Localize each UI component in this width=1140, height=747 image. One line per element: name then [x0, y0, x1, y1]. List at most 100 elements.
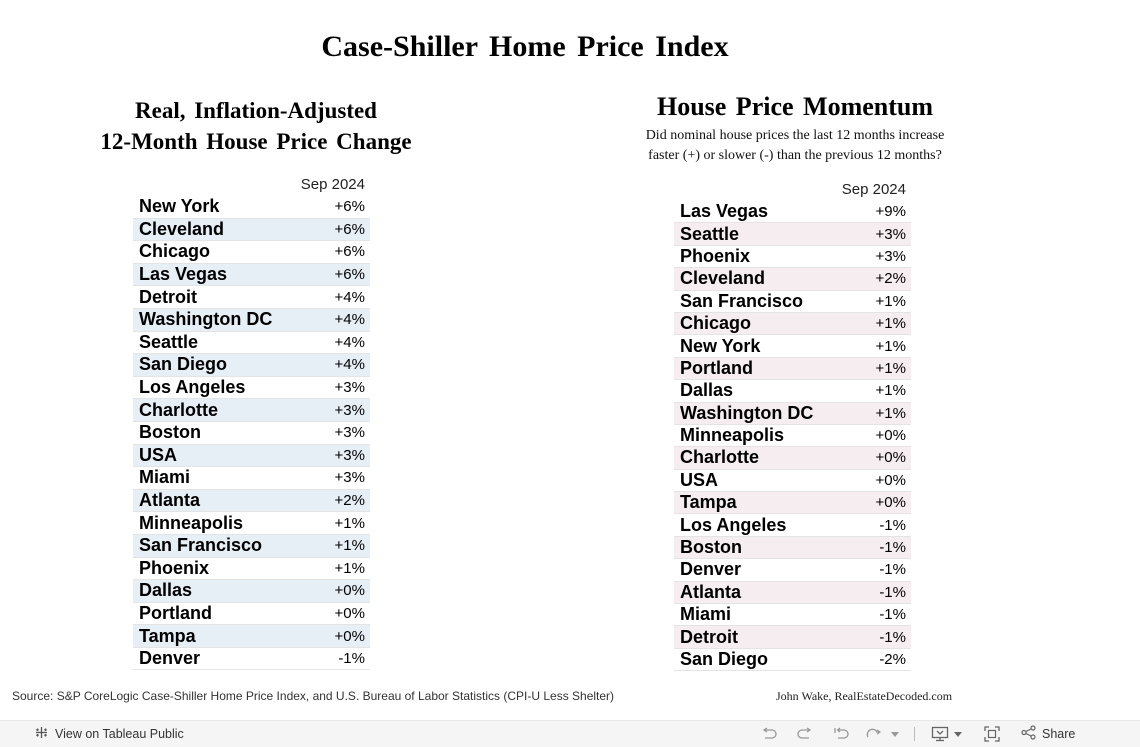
price-change-value: -1% — [879, 561, 906, 579]
table-row[interactable]: Los Angeles -1% — [674, 514, 911, 537]
toolbar-actions: Share — [758, 721, 1075, 747]
momentum-column-header: Sep 2024 — [841, 181, 906, 198]
table-row[interactable]: San Francisco +1% — [133, 534, 370, 558]
table-row[interactable]: Denver -1% — [133, 648, 370, 671]
price-change-value: +3% — [334, 446, 365, 464]
table-row[interactable]: USA +0% — [674, 470, 911, 493]
real-change-title-line2: 12-Month House Price Change — [100, 129, 412, 154]
table-row[interactable]: USA +3% — [133, 444, 370, 468]
real-change-table[interactable]: Sep 2024 New York +6% Cleveland +6% Chicago +… — [133, 174, 370, 671]
price-change-value: +3% — [334, 379, 365, 397]
price-change-value: -1% — [879, 516, 906, 534]
table-row[interactable]: Chicago +1% — [674, 312, 911, 336]
author-credit: John Wake, RealEstateDecoded.com — [776, 689, 953, 703]
price-change-value: +1% — [334, 537, 365, 555]
city-name: Detroit — [680, 626, 738, 647]
table-row[interactable]: Phoenix +1% — [133, 558, 370, 581]
city-name: Cleveland — [139, 218, 225, 239]
city-name: Los Angeles — [680, 514, 787, 535]
table-row[interactable]: Detroit -1% — [674, 626, 911, 649]
city-name: Dallas — [139, 580, 193, 601]
table-row[interactable]: Minneapolis +0% — [674, 425, 911, 448]
table-row[interactable]: Boston +3% — [133, 422, 370, 445]
city-name: San Francisco — [139, 535, 263, 556]
table-row[interactable]: Miami -1% — [674, 604, 911, 627]
city-name: Chicago — [139, 241, 211, 262]
price-change-value: +3% — [875, 247, 906, 265]
table-row[interactable]: Las Vegas +6% — [133, 263, 370, 287]
table-row[interactable]: Las Vegas +9% — [674, 201, 911, 224]
download-icon[interactable] — [929, 721, 951, 747]
tableau-logo-icon — [34, 725, 49, 743]
table-row[interactable]: Portland +0% — [133, 603, 370, 626]
table-row[interactable]: Seattle +3% — [674, 223, 911, 246]
price-change-value: -1% — [879, 583, 906, 601]
table-row[interactable]: Los Angeles +3% — [133, 377, 370, 400]
revert-icon[interactable] — [830, 721, 852, 747]
price-change-value: -1% — [338, 650, 365, 668]
city-name: Las Vegas — [680, 201, 769, 222]
table-row[interactable]: Charlotte +0% — [674, 447, 911, 470]
table-row[interactable]: Denver -1% — [674, 559, 911, 582]
undo-icon[interactable] — [758, 721, 780, 747]
momentum-subtitle: Did nominal house prices the last 12 mon… — [595, 126, 995, 166]
city-name: Tampa — [680, 492, 737, 513]
table-row[interactable]: Washington DC +1% — [674, 402, 911, 425]
price-change-value: +9% — [875, 203, 906, 221]
price-change-value: +4% — [334, 288, 365, 306]
real-change-title: Real, Inflation-Adjusted 12-Month House … — [56, 95, 456, 157]
table-row[interactable]: New York +1% — [674, 335, 911, 358]
table-row[interactable]: Atlanta -1% — [674, 581, 911, 605]
fullscreen-icon[interactable] — [981, 721, 1003, 747]
price-change-value: +1% — [875, 382, 906, 400]
table-row[interactable]: Cleveland +6% — [133, 218, 370, 242]
price-change-value: -1% — [879, 539, 906, 557]
share-button[interactable]: Share — [1021, 725, 1075, 743]
table-row[interactable]: Boston -1% — [674, 536, 911, 560]
city-name: Denver — [680, 559, 742, 580]
table-row[interactable]: San Diego +4% — [133, 354, 370, 377]
table-row[interactable]: Tampa +0% — [674, 492, 911, 515]
download-dropdown-icon[interactable] — [953, 721, 963, 747]
table-row[interactable]: Phoenix +3% — [674, 245, 911, 269]
table-row[interactable]: Portland +1% — [674, 357, 911, 381]
price-change-value: +3% — [334, 401, 365, 419]
city-name: Miami — [680, 604, 732, 625]
table-row[interactable]: Chicago +6% — [133, 241, 370, 264]
refresh-dropdown-icon[interactable] — [890, 721, 900, 747]
city-name: San Diego — [680, 649, 769, 669]
city-name: New York — [680, 335, 761, 356]
city-name: Washington DC — [139, 309, 273, 330]
table-row[interactable]: Charlotte +3% — [133, 399, 370, 422]
city-name: Dallas — [680, 380, 734, 401]
city-name: Phoenix — [680, 245, 751, 266]
redo-icon[interactable] — [794, 721, 816, 747]
city-name: San Francisco — [680, 290, 804, 311]
city-name: Atlanta — [680, 581, 742, 602]
price-change-value: +2% — [334, 492, 365, 510]
price-change-value: +3% — [334, 424, 365, 442]
table-row[interactable]: Tampa +0% — [133, 625, 370, 648]
table-row[interactable]: Dallas +0% — [133, 580, 370, 603]
momentum-table[interactable]: Sep 2024 Las Vegas +9% Seattle +3% Phoenix +3… — [674, 179, 911, 672]
momentum-subtitle-line2: faster (+) or slower (-) than the previo… — [648, 148, 942, 163]
table-row[interactable]: Minneapolis +1% — [133, 512, 370, 535]
table-row[interactable]: Detroit +4% — [133, 286, 370, 309]
price-change-value: +4% — [334, 356, 365, 374]
table-row[interactable]: Cleveland +2% — [674, 268, 911, 291]
view-on-tableau-button[interactable]: View on Tableau Public — [34, 725, 184, 743]
table-row[interactable]: Washington DC +4% — [133, 308, 370, 332]
table-row[interactable]: San Francisco +1% — [674, 291, 911, 313]
city-name: Los Angeles — [139, 377, 246, 398]
table-row[interactable]: San Diego -2% — [674, 649, 911, 672]
table-row[interactable]: Miami +3% — [133, 467, 370, 490]
table-row[interactable]: Seattle +4% — [133, 332, 370, 355]
table-row[interactable]: New York +6% — [133, 196, 370, 219]
table-row[interactable]: Dallas +1% — [674, 380, 911, 403]
city-name: Atlanta — [139, 490, 201, 511]
price-change-value: +1% — [875, 337, 906, 355]
refresh-icon[interactable] — [864, 721, 886, 747]
table-row[interactable]: Atlanta +2% — [133, 489, 370, 513]
city-name: Seattle — [680, 223, 740, 244]
price-change-value: +6% — [334, 198, 365, 216]
